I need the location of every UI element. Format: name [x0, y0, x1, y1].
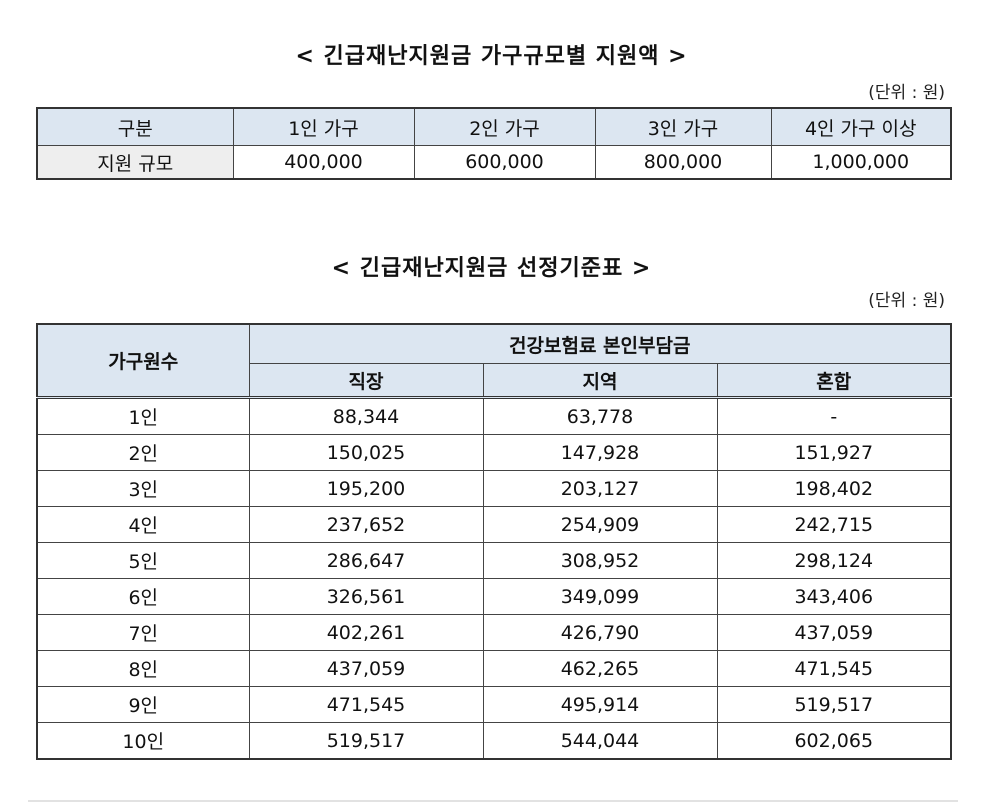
row-label: 3인 — [36, 470, 250, 507]
table-cell: 519,517 — [248, 722, 484, 760]
table-cell: - — [716, 396, 952, 435]
row-label: 10인 — [36, 722, 250, 760]
table-row: 5인 286,647 308,952 298,124 — [36, 542, 952, 579]
table-cell: 147,928 — [482, 434, 718, 471]
row-label: 5인 — [36, 542, 250, 579]
table-cell: 400,000 — [232, 145, 415, 180]
insurance-group-header: 건강보험료 본인부담금 — [248, 323, 952, 364]
table1-unit: (단위 : 원) — [868, 83, 945, 103]
table-cell: 471,545 — [248, 686, 484, 723]
table-cell: 437,059 — [248, 650, 484, 687]
table2-unit: (단위 : 원) — [868, 291, 945, 311]
table-cell: 495,914 — [482, 686, 718, 723]
table-cell: 600,000 — [413, 145, 596, 180]
header-cell: 구분 — [36, 107, 234, 146]
table-row: 3인 195,200 203,127 198,402 — [36, 470, 952, 507]
table-row: 6인 326,561 349,099 343,406 — [36, 578, 952, 615]
table-row: 9인 471,545 495,914 519,517 — [36, 686, 952, 723]
table1-title: < 긴급재난지원금 가구규모별 지원액 > — [295, 44, 688, 69]
subheader-regional: 지역 — [482, 363, 718, 398]
table-cell: 1,000,000 — [770, 145, 952, 180]
table-cell: 471,545 — [716, 650, 952, 687]
subheader-workplace: 직장 — [248, 363, 484, 398]
table-cell: 462,265 — [482, 650, 718, 687]
selection-criteria-table: 가구원수 건강보험료 본인부담금 직장 지역 혼합 1인 88,344 63,778… — [36, 323, 953, 760]
table2-title: < 긴급재난지원금 선정기준표 > — [331, 256, 652, 281]
table-cell: 203,127 — [482, 470, 718, 507]
row-label: 8인 — [36, 650, 250, 687]
table-row: 지원 규모 400,000 600,000 800,000 1,000,000 — [36, 145, 952, 180]
table-cell: 426,790 — [482, 614, 718, 651]
row-label: 1인 — [36, 396, 250, 435]
header-cell: 2인 가구 — [413, 107, 596, 146]
table-row: 4인 237,652 254,909 242,715 — [36, 506, 952, 543]
table-cell: 286,647 — [248, 542, 484, 579]
divider — [28, 800, 958, 802]
table-cell: 437,059 — [716, 614, 952, 651]
table-row: 7인 402,261 426,790 437,059 — [36, 614, 952, 651]
table-cell: 349,099 — [482, 578, 718, 615]
table-row: 1인 88,344 63,778- — [36, 396, 952, 435]
header-cell: 4인 가구 이상 — [770, 107, 952, 146]
table-cell: 242,715 — [716, 506, 952, 543]
table-cell: 298,124 — [716, 542, 952, 579]
table-row: 10인 519,517 544,044 602,065 — [36, 722, 952, 760]
table-cell: 402,261 — [248, 614, 484, 651]
table-cell: 800,000 — [594, 145, 772, 180]
table-cell: 602,065 — [716, 722, 952, 760]
table-cell: 308,952 — [482, 542, 718, 579]
table-cell: 544,044 — [482, 722, 718, 760]
row-label: 2인 — [36, 434, 250, 471]
table-cell: 195,200 — [248, 470, 484, 507]
row-label: 4인 — [36, 506, 250, 543]
household-size-header: 가구원수 — [36, 323, 250, 398]
table-cell: 254,909 — [482, 506, 718, 543]
table-cell: 150,025 — [248, 434, 484, 471]
table-cell: 519,517 — [716, 686, 952, 723]
header-cell: 1인 가구 — [232, 107, 415, 146]
table-row: 2인 150,025 147,928 151,927 — [36, 434, 952, 471]
support-amount-table: 구분 1인 가구 2인 가구 3인 가구 4인 가구 이상 지원 규모 400,… — [36, 107, 952, 180]
header-cell: 3인 가구 — [594, 107, 772, 146]
row-label: 7인 — [36, 614, 250, 651]
table-cell: 63,778 — [482, 396, 718, 435]
row-label: 6인 — [36, 578, 250, 615]
table-cell: 88,344 — [248, 396, 484, 435]
table-header-row: 구분 1인 가구 2인 가구 3인 가구 4인 가구 이상 — [36, 107, 952, 146]
table-row: 8인 437,059 462,265 471,545 — [36, 650, 952, 687]
table-cell: 151,927 — [716, 434, 952, 471]
table-cell: 326,561 — [248, 578, 484, 615]
table-cell: 198,402 — [716, 470, 952, 507]
row-label: 지원 규모 — [36, 145, 234, 180]
table-cell: 343,406 — [716, 578, 952, 615]
table-cell: 237,652 — [248, 506, 484, 543]
row-label: 9인 — [36, 686, 250, 723]
subheader-mixed: 혼합 — [716, 363, 952, 398]
